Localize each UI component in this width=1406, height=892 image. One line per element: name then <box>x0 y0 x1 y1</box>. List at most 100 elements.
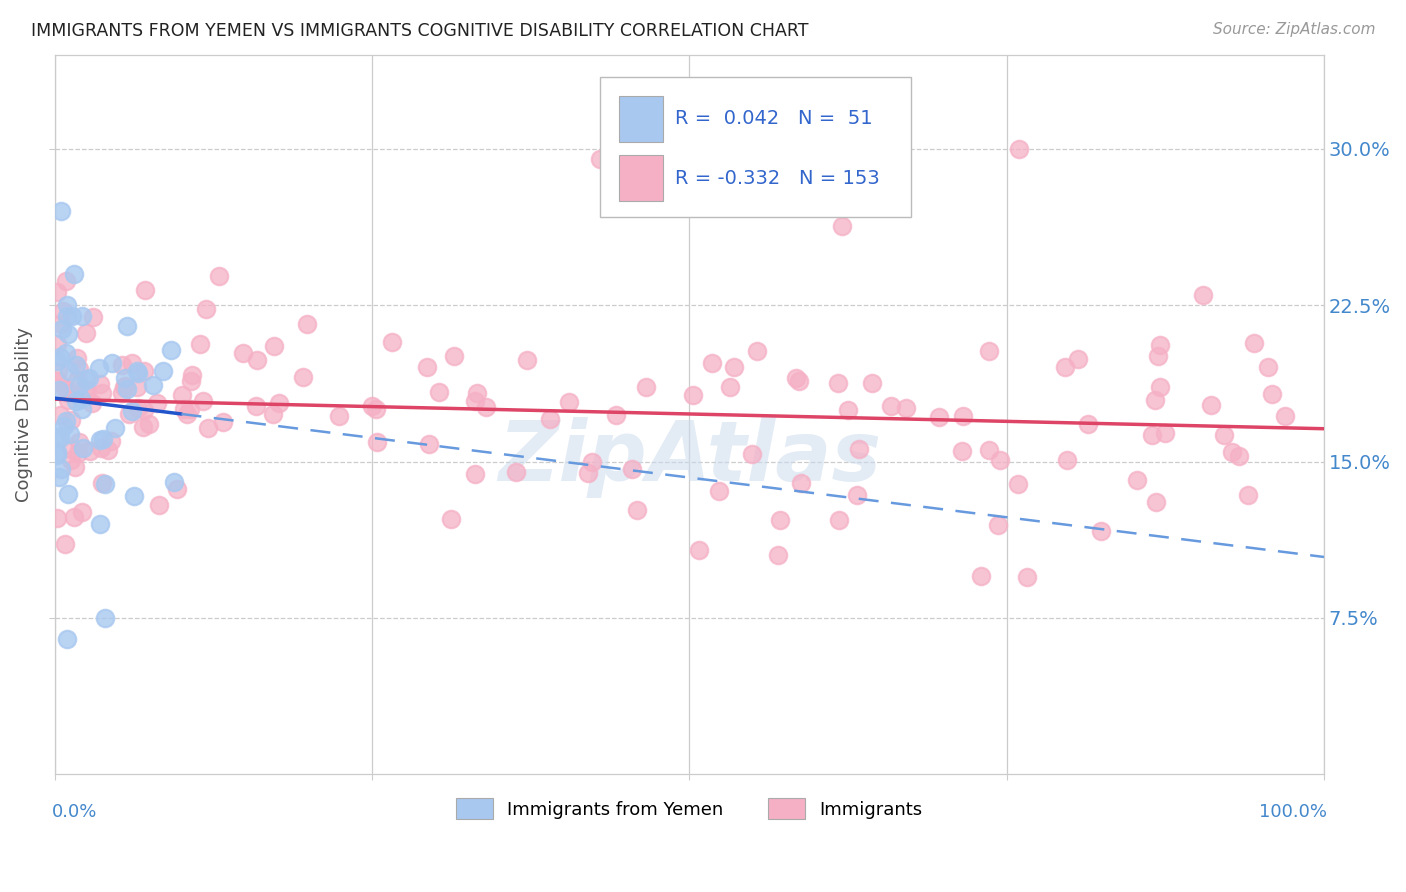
Point <box>845 488 868 502</box>
Point <box>1153 426 1175 441</box>
Text: R =  0.042   N =  51: R = 0.042 N = 51 <box>675 109 873 128</box>
Point <box>464 467 486 482</box>
Point <box>188 337 211 351</box>
Point <box>987 518 1010 533</box>
Point <box>118 407 141 421</box>
Point <box>142 377 165 392</box>
Point <box>49 204 72 219</box>
Point <box>132 419 155 434</box>
Point <box>195 301 218 316</box>
Point <box>79 444 101 458</box>
Point <box>89 516 111 531</box>
Point <box>52 419 75 434</box>
Point <box>747 343 769 358</box>
Point <box>56 309 79 323</box>
Point <box>121 356 143 370</box>
Point <box>91 432 114 446</box>
Point <box>1140 427 1163 442</box>
Point <box>46 336 69 351</box>
Point <box>56 632 79 646</box>
Point <box>769 513 792 527</box>
Point <box>1054 360 1077 375</box>
Point <box>46 448 69 462</box>
Point <box>65 393 87 408</box>
Point <box>1220 444 1243 458</box>
Point <box>267 396 290 410</box>
Point <box>427 385 450 400</box>
Point <box>46 364 69 378</box>
Point <box>138 417 160 432</box>
FancyBboxPatch shape <box>620 155 662 202</box>
Point <box>636 380 658 394</box>
Point <box>246 352 269 367</box>
Point <box>65 359 87 373</box>
Point <box>111 386 134 401</box>
Point <box>464 394 486 409</box>
Point <box>145 396 167 410</box>
Point <box>127 401 149 415</box>
Point <box>48 383 70 397</box>
Point <box>1261 386 1284 401</box>
Point <box>1212 428 1234 442</box>
Point <box>1090 524 1112 539</box>
Point <box>72 402 94 417</box>
Point <box>894 401 917 416</box>
Point <box>245 399 267 413</box>
Point <box>718 380 741 394</box>
Point <box>55 274 77 288</box>
Point <box>91 385 114 400</box>
Point <box>785 371 807 385</box>
FancyBboxPatch shape <box>620 95 662 142</box>
Point <box>76 384 98 399</box>
Point <box>63 510 86 524</box>
Point <box>63 459 86 474</box>
Point <box>180 374 202 388</box>
Point <box>688 542 710 557</box>
Point <box>979 343 1001 358</box>
FancyBboxPatch shape <box>600 77 911 217</box>
Text: ZipAtlas: ZipAtlas <box>498 417 880 499</box>
Point <box>163 475 186 489</box>
Point <box>58 364 80 378</box>
Point <box>366 434 388 449</box>
Point <box>59 413 82 427</box>
Point <box>1008 142 1031 156</box>
Point <box>848 442 870 457</box>
Point <box>787 374 810 388</box>
Point <box>831 219 853 233</box>
Point <box>1149 379 1171 393</box>
Point <box>1191 288 1213 302</box>
Point <box>97 443 120 458</box>
Point <box>114 379 136 393</box>
Point <box>262 407 284 421</box>
Point <box>328 409 350 423</box>
Point <box>49 461 72 475</box>
Point <box>48 350 70 364</box>
Point <box>56 392 79 407</box>
Point <box>576 466 599 480</box>
Point <box>1237 488 1260 502</box>
Point <box>418 437 440 451</box>
Point <box>56 298 79 312</box>
Point <box>60 309 83 323</box>
Point <box>67 361 90 376</box>
Point <box>1257 360 1279 375</box>
Point <box>127 364 149 378</box>
Point <box>115 319 138 334</box>
Point <box>416 359 439 374</box>
Point <box>1144 495 1167 509</box>
Point <box>557 394 579 409</box>
Point <box>440 512 463 526</box>
Point <box>70 505 93 519</box>
Point <box>121 404 143 418</box>
Point <box>46 354 69 368</box>
Point <box>77 371 100 385</box>
Point <box>950 444 973 458</box>
Point <box>112 380 135 394</box>
Point <box>87 360 110 375</box>
Point <box>160 343 183 357</box>
Point <box>465 386 488 401</box>
Point <box>1243 336 1265 351</box>
Point <box>191 394 214 409</box>
Point <box>89 377 111 392</box>
